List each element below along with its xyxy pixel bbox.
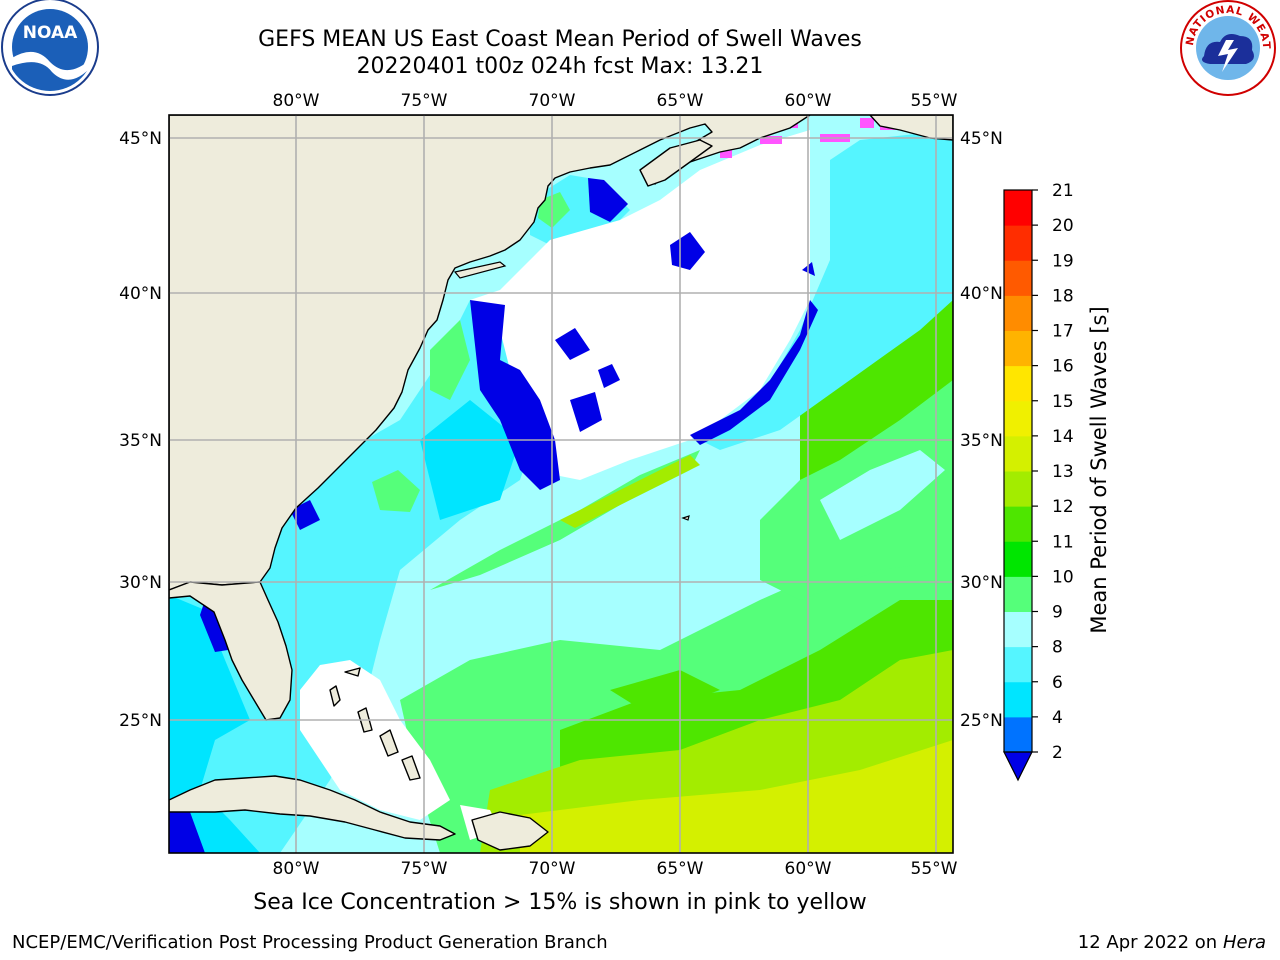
lat-label: 30°N xyxy=(119,573,162,593)
map-frame xyxy=(168,114,954,854)
colorbar-tick-label: 12 xyxy=(1052,497,1074,517)
footer-credit: NCEP/EMC/Verification Post Processing Pr… xyxy=(12,932,608,953)
colorbar-tick-label: 17 xyxy=(1052,322,1074,342)
lat-label: 35°N xyxy=(960,431,1003,451)
colorbar-tick-label: 13 xyxy=(1052,462,1074,482)
colorbar: 2 4 6 8 9 10 11 12 13 14 15 16 17 18 19 20 21 xyxy=(1003,181,1074,782)
colorbar-swatch xyxy=(1004,295,1032,331)
lon-label: 60°W xyxy=(785,91,832,111)
colorbar-tick-label: 2 xyxy=(1052,743,1063,763)
colorbar-swatch xyxy=(1004,330,1032,367)
latitude-labels-left: 45°N 40°N 35°N 30°N 25°N xyxy=(119,129,162,731)
noaa-logo-text: NOAA xyxy=(23,23,78,43)
lon-label: 70°W xyxy=(529,859,576,879)
lat-label: 40°N xyxy=(119,284,162,304)
colorbar-tick-label: 19 xyxy=(1052,251,1074,271)
lon-label: 65°W xyxy=(657,91,704,111)
noaa-logo-icon: NOAA xyxy=(1,0,99,96)
colorbar-swatch xyxy=(1004,646,1032,683)
lon-label: 60°W xyxy=(785,859,832,879)
colorbar-swatch xyxy=(1004,611,1032,648)
colorbar-tick-label: 4 xyxy=(1052,708,1063,728)
nws-logo-icon: NATIONAL WEATHER SERVICE xyxy=(0,0,1276,96)
footer-date-text: 12 Apr 2022 on xyxy=(1077,932,1223,953)
svg-text:NATIONAL WEATHER SERVICE: NATIONAL WEATHER SERVICE xyxy=(0,0,1272,50)
colorbar-extend-arrow xyxy=(1003,751,1033,782)
latitude-labels-right: 45°N 40°N 35°N 30°N 25°N xyxy=(960,129,1003,731)
bermuda xyxy=(681,515,690,521)
colorbar-swatch xyxy=(1004,541,1032,577)
lon-label: 75°W xyxy=(401,91,448,111)
land-masses xyxy=(169,115,953,851)
colorbar-swatch xyxy=(1004,506,1032,542)
colorbar-tick-label: 6 xyxy=(1052,673,1063,693)
sea-ice-caption: Sea Ice Concentration > 15% is shown in … xyxy=(253,890,867,915)
lat-label: 35°N xyxy=(119,431,162,451)
lon-label: 55°W xyxy=(911,91,958,111)
nws-logo-text: NATIONAL WEATHER SERVICE xyxy=(0,0,1271,50)
lon-label: 65°W xyxy=(657,859,704,879)
colorbar-tick-label: 10 xyxy=(1052,567,1074,587)
lon-label: 80°W xyxy=(273,859,320,879)
lat-label: 25°N xyxy=(960,711,1003,731)
colorbar-tick-label: 21 xyxy=(1052,181,1074,201)
lat-label: 40°N xyxy=(960,284,1003,304)
colorbar-tick-label: 8 xyxy=(1052,638,1063,658)
graticule xyxy=(169,115,953,853)
colorbar-tick-label: 15 xyxy=(1052,392,1074,412)
colorbar-tick-label: 18 xyxy=(1052,286,1074,306)
colorbar-swatch xyxy=(1004,471,1032,507)
colorbar-swatch xyxy=(1004,576,1032,612)
colorbar-swatch xyxy=(1004,435,1032,472)
colorbar-tick-label: 9 xyxy=(1052,603,1063,623)
lat-label: 25°N xyxy=(119,711,162,731)
title-line-2: 20220401 t00z 024h fcst Max: 13.21 xyxy=(356,54,764,79)
colorbar-swatch xyxy=(1004,225,1032,261)
lat-label: 45°N xyxy=(119,129,162,149)
colorbar-label: Mean Period of Swell Waves [s] xyxy=(1087,306,1111,633)
lat-label: 45°N xyxy=(960,129,1003,149)
colorbar-tick-label: 14 xyxy=(1052,427,1074,447)
colorbar-swatch xyxy=(1004,400,1032,437)
colorbar-swatch xyxy=(1004,716,1032,753)
title-line-1: GEFS MEAN US East Coast Mean Period of S… xyxy=(258,27,862,52)
colorbar-swatch xyxy=(1004,190,1032,226)
colorbar-swatch xyxy=(1004,365,1032,402)
colorbar-tick-label: 16 xyxy=(1052,357,1074,377)
footer-date: 12 Apr 2022 on Hera xyxy=(1078,932,1266,953)
long-island xyxy=(453,261,507,279)
colorbar-tick-label: 11 xyxy=(1052,532,1074,552)
chart-title: GEFS MEAN US East Coast Mean Period of S… xyxy=(160,26,960,80)
colorbar-swatch xyxy=(1004,681,1032,718)
longitude-labels-top: 80°W 75°W 70°W 65°W 60°W 55°W xyxy=(273,91,958,111)
lon-label: 55°W xyxy=(911,859,958,879)
lat-label: 30°N xyxy=(960,573,1003,593)
colorbar-tick-label: 20 xyxy=(1052,216,1074,236)
lon-label: 70°W xyxy=(529,91,576,111)
longitude-labels-bottom: 80°W 75°W 70°W 65°W 60°W 55°W xyxy=(273,859,958,879)
colorbar-swatch xyxy=(1004,260,1032,296)
map-panel xyxy=(169,115,953,853)
lon-label: 80°W xyxy=(273,91,320,111)
footer-host: Hera xyxy=(1222,932,1266,953)
lon-label: 75°W xyxy=(401,859,448,879)
